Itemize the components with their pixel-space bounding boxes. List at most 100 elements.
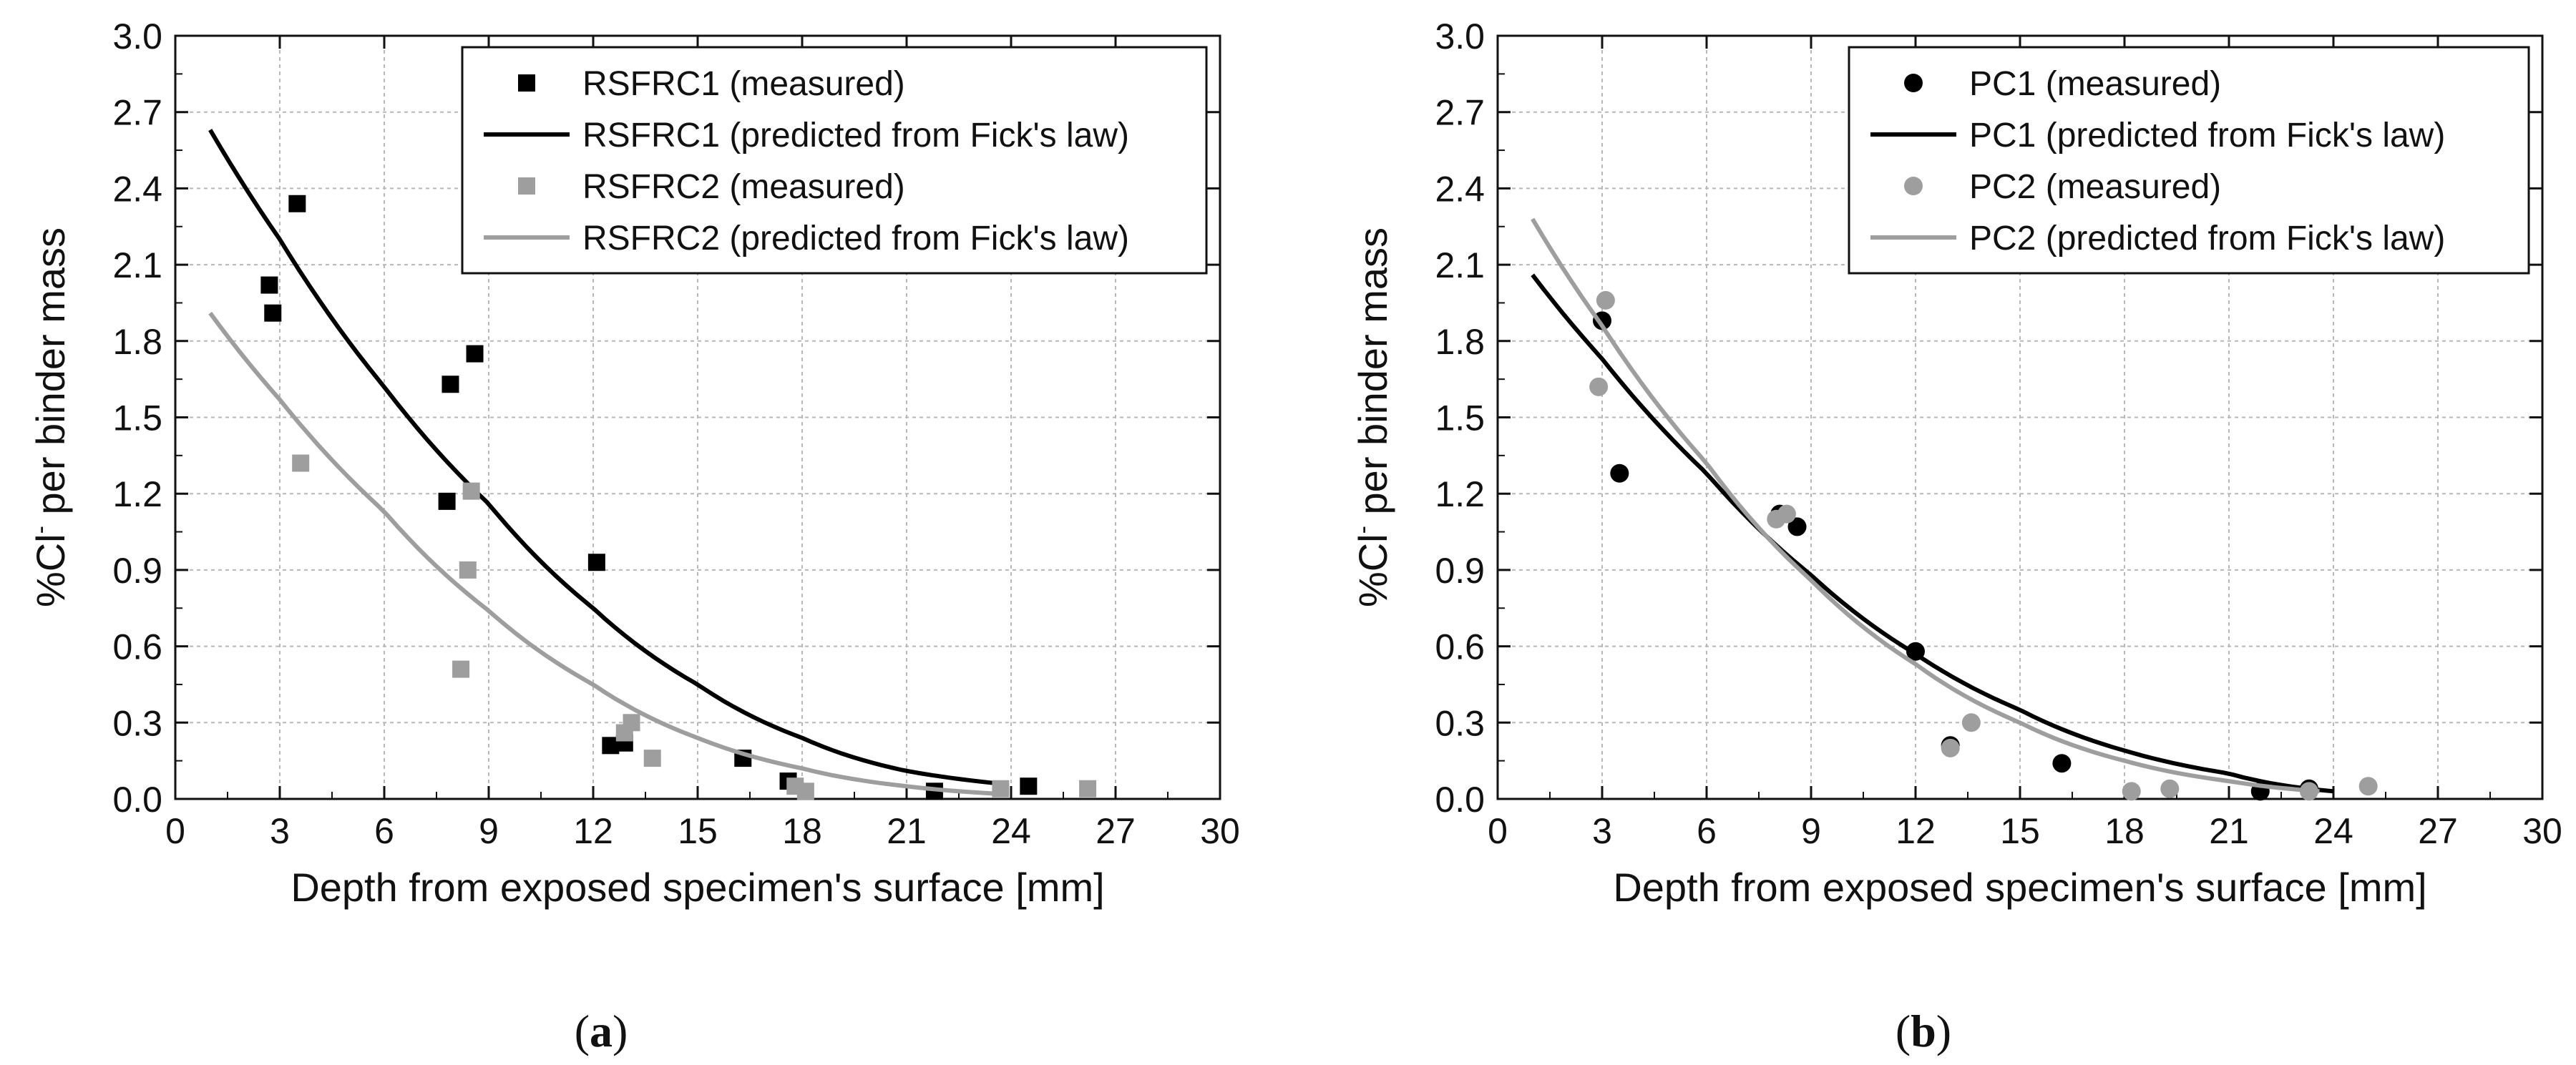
- data-point: [264, 304, 282, 322]
- caption-close-paren: ): [1936, 1006, 1951, 1056]
- y-tick-label: 0.9: [112, 551, 162, 591]
- data-point: [2052, 754, 2072, 773]
- legend: RSFRC1 (measured) RSFRC1 (predicted from …: [461, 46, 1208, 275]
- legend-entry-label: RSFRC2 (predicted from Fick's law): [582, 220, 1129, 257]
- data-point: [587, 554, 605, 571]
- x-tick-label: 6: [374, 811, 394, 851]
- data-point: [1961, 713, 1981, 732]
- data-point: [260, 276, 278, 294]
- x-tick-label: 24: [2313, 811, 2353, 851]
- series-1: [260, 195, 1038, 800]
- data-point: [1596, 290, 1615, 310]
- legend-swatch-circle: [1904, 177, 1923, 195]
- x-tick-label: 0: [165, 811, 185, 851]
- series-3: [1589, 290, 2378, 801]
- y-tick-label: 0.0: [1435, 780, 1485, 820]
- x-axis: 0 3 6 9 12 15 18 21 24 27 30: [1488, 36, 2562, 851]
- legend-entry-label: RSFRC1 (predicted from Fick's law): [582, 117, 1129, 154]
- legend-swatch-square: [518, 177, 535, 195]
- y-tick-label: 0.6: [112, 627, 162, 667]
- y-axis-title-superscript: -: [1350, 526, 1377, 534]
- y-tick-label: 2.1: [112, 245, 162, 285]
- data-point: [1020, 777, 1038, 795]
- data-point: [1941, 738, 1960, 757]
- series-curve: [208, 129, 1001, 786]
- x-tick-label: 27: [2418, 811, 2458, 851]
- x-tick-label: 30: [1200, 811, 1240, 851]
- data-point: [441, 376, 459, 393]
- legend-entry-label: RSFRC2 (measured): [582, 168, 905, 206]
- caption-letter: a: [590, 1006, 613, 1056]
- x-tick-label: 21: [2209, 811, 2249, 851]
- x-tick-label: 3: [270, 811, 290, 851]
- y-tick-label: 0.0: [112, 780, 162, 820]
- legend-entry-label: PC1 (predicted from Fick's law): [1969, 117, 2445, 154]
- x-tick-label: 12: [573, 811, 613, 851]
- y-axis-title: %Cl- per binder mass: [1350, 227, 1395, 607]
- legend-swatch-circle: [1904, 74, 1923, 92]
- data-point: [438, 492, 456, 510]
- series-curve: [1531, 273, 2334, 794]
- y-tick-label: 2.4: [1435, 169, 1485, 209]
- legend-entry-label: PC2 (measured): [1969, 168, 2221, 206]
- legend-entry-label: PC1 (measured): [1969, 65, 2221, 103]
- data-point: [1787, 517, 1807, 536]
- x-axis: 0 3 6 9 12 15 18 21 24 27 30: [165, 36, 1240, 851]
- legend-entry-label: PC2 (predicted from Fick's law): [1969, 220, 2445, 257]
- panel-caption: (a): [575, 1006, 628, 1056]
- x-axis-title: Depth from exposed specimen's surface [m…: [1613, 865, 2426, 910]
- series-curve: [1531, 217, 2320, 794]
- data-point: [2160, 779, 2180, 798]
- x-tick-label: 15: [2000, 811, 2040, 851]
- data-point: [2358, 777, 2378, 796]
- y-tick-label: 0.9: [1435, 551, 1485, 591]
- x-tick-label: 27: [1096, 811, 1136, 851]
- caption-letter: b: [1911, 1006, 1936, 1056]
- grid: [175, 36, 1220, 799]
- y-axis-title-superscript: -: [27, 526, 54, 534]
- data-point: [1079, 780, 1097, 797]
- x-tick-label: 9: [1801, 811, 1821, 851]
- data-point: [459, 561, 477, 579]
- data-point: [796, 782, 814, 800]
- y-axis-title-prefix: %Cl: [28, 534, 73, 607]
- y-tick-label: 3.0: [112, 16, 162, 57]
- chart-panel-a: 0 3 6 9 12 15 18 21 24 27 30 0.0 0.3 0.6 0.9 1.2 1.5 1.8 2…: [27, 16, 1240, 1056]
- data-point: [1610, 463, 1629, 483]
- x-tick-label: 12: [1896, 811, 1936, 851]
- x-axis-title: Depth from exposed specimen's surface [m…: [291, 865, 1104, 910]
- y-axis-title-suffix: per binder mass: [1350, 227, 1395, 526]
- y-tick-label: 2.7: [112, 93, 162, 133]
- y-tick-label: 0.3: [112, 703, 162, 743]
- x-tick-label: 3: [1592, 811, 1612, 851]
- y-tick-label: 3.0: [1435, 16, 1485, 57]
- y-tick-label: 0.6: [1435, 627, 1485, 667]
- legend-entry-label: RSFRC1 (measured): [582, 65, 905, 103]
- y-axis-title-suffix: per binder mass: [28, 227, 73, 526]
- y-axis-title: %Cl- per binder mass: [27, 227, 73, 607]
- y-tick-label: 2.1: [1435, 245, 1485, 285]
- data-point: [452, 660, 470, 678]
- x-tick-label: 9: [479, 811, 499, 851]
- data-point: [623, 714, 640, 732]
- x-tick-label: 24: [991, 811, 1031, 851]
- y-tick-label: 2.4: [112, 169, 162, 209]
- data-point: [643, 750, 661, 767]
- data-point: [288, 195, 306, 212]
- series-3: [292, 454, 1097, 800]
- y-tick-label: 2.7: [1435, 93, 1485, 133]
- x-tick-label: 18: [2104, 811, 2145, 851]
- chart-panel-b: 0 3 6 9 12 15 18 21 24 27 30 0.0 0.3 0.6 0.9 1.2 1.5 1.8 2…: [1350, 16, 2562, 1056]
- series-4: [208, 311, 1001, 796]
- y-axis: 0.0 0.3 0.6 0.9 1.2 1.5 1.8 2.1 2.4 2.7 3.0: [112, 16, 1220, 820]
- x-tick-label: 18: [782, 811, 822, 851]
- data-point: [1777, 504, 1796, 524]
- series-curve: [208, 311, 1001, 796]
- series-1: [1593, 311, 2318, 801]
- y-tick-label: 1.2: [1435, 474, 1485, 514]
- y-axis-title-prefix: %Cl: [1350, 534, 1395, 607]
- data-point: [2122, 782, 2141, 801]
- data-point: [1589, 377, 1609, 396]
- x-tick-label: 30: [2522, 811, 2562, 851]
